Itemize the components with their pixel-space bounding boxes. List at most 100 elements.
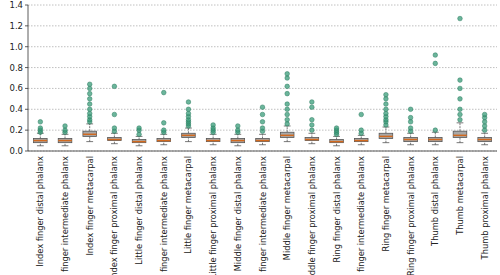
median [330, 141, 344, 143]
median [354, 140, 368, 142]
whisker-high [262, 134, 263, 138]
box-group [330, 126, 344, 146]
outlier [260, 112, 265, 117]
tick-mark [25, 25, 28, 26]
whisker-low [484, 142, 485, 145]
cap-low [37, 145, 44, 146]
category-label: Ring finger distal phalanx [332, 156, 342, 263]
category-label: Thumb proximal phalanx [480, 156, 490, 260]
category-label: Index finger distal phalanx [35, 156, 45, 267]
median [58, 140, 72, 142]
median [453, 135, 467, 137]
category-label: Middle finger metacarpal [282, 156, 292, 260]
category-label: Middle finger intermediate phalanx [258, 156, 268, 275]
outlier [433, 128, 438, 133]
outlier [310, 128, 315, 133]
box [157, 138, 171, 141]
box [379, 133, 393, 138]
outlier [458, 112, 463, 117]
whisker-low [459, 137, 460, 142]
category-label: Index finger intermediate phalanx [60, 156, 70, 275]
outlier [285, 112, 290, 117]
category-label: Thumb metacarpal [455, 156, 465, 236]
median [108, 139, 122, 141]
category-label: Little finger intermediate phalanx [159, 156, 169, 275]
outlier [137, 132, 142, 137]
outlier [310, 117, 315, 122]
outlier [482, 128, 487, 133]
outlier [408, 115, 413, 120]
cap-low [284, 141, 291, 142]
box [280, 132, 294, 137]
outlier [458, 97, 463, 102]
box [58, 138, 72, 142]
cap-low [234, 145, 241, 146]
outlier [186, 111, 191, 116]
outlier [384, 111, 389, 116]
outlier [161, 128, 166, 133]
category-label: Ring finger metacarpal [381, 156, 391, 251]
median [231, 140, 245, 142]
boxes [34, 16, 492, 146]
cap-low [333, 145, 340, 146]
outlier [87, 91, 92, 96]
whisker-low [163, 142, 164, 145]
outlier [433, 61, 438, 66]
whisker-low [40, 143, 41, 146]
cap-high [308, 133, 315, 134]
outlier [408, 120, 413, 125]
cap-low [308, 143, 315, 144]
outlier [63, 124, 68, 129]
box-group [379, 92, 393, 142]
outlier [87, 97, 92, 102]
whisker-high [311, 133, 312, 137]
outlier [285, 102, 290, 107]
whisker-low [89, 136, 90, 141]
outlier [112, 112, 117, 117]
tick-mark [25, 130, 28, 131]
box [478, 137, 492, 141]
outlier [458, 107, 463, 112]
outlier [236, 124, 241, 129]
whisker-low [287, 137, 288, 141]
whisker-high [410, 133, 411, 137]
category-label: Ring finger proximal phalanx [406, 156, 416, 275]
tick-mark [25, 151, 28, 152]
cap-low [259, 144, 266, 145]
median [305, 139, 319, 141]
cap-low [210, 144, 217, 145]
median [206, 140, 220, 142]
tick-label: 0.2 [9, 125, 23, 135]
outlier [285, 91, 290, 96]
outlier [285, 76, 290, 81]
box-group [231, 124, 245, 146]
median [280, 135, 294, 137]
median [157, 140, 171, 142]
cap-low [160, 144, 167, 145]
whisker-low [139, 143, 140, 146]
box-group [478, 112, 492, 145]
box [83, 131, 97, 136]
outlier [112, 84, 117, 89]
category-label: Little finger distal phalanx [134, 156, 144, 265]
whisker-high [459, 123, 460, 131]
median [83, 134, 97, 136]
outlier [482, 112, 487, 117]
box [206, 138, 220, 141]
whisker-high [484, 133, 485, 137]
tick-mark [25, 88, 28, 89]
box-group [58, 124, 72, 146]
cap-low [432, 144, 439, 145]
box-group [453, 16, 467, 142]
box-group [182, 100, 196, 142]
grid-line [28, 88, 497, 89]
outlier [359, 128, 364, 133]
outlier [458, 16, 463, 21]
box-group [280, 72, 294, 142]
category-label: Middle finger distal phalanx [233, 156, 243, 271]
median [34, 140, 48, 142]
category-label: Index finger proximal phalanx [109, 156, 119, 275]
whisker-low [114, 141, 115, 144]
outlier [482, 120, 487, 125]
whisker-high [361, 135, 362, 138]
